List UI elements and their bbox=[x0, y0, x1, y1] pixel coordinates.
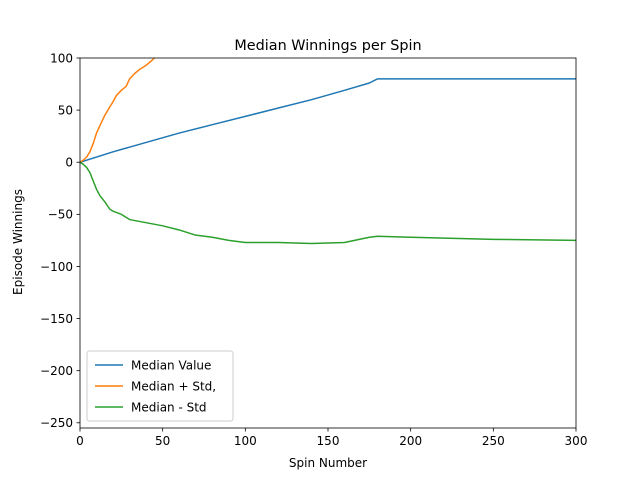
x-tick-label: 50 bbox=[155, 434, 170, 448]
y-tick-label: 50 bbox=[58, 103, 73, 117]
y-tick-label: −200 bbox=[40, 364, 73, 378]
x-tick-label: 0 bbox=[76, 434, 84, 448]
y-tick-label: −250 bbox=[40, 416, 73, 430]
x-tick-label: 100 bbox=[234, 434, 257, 448]
x-tick-label: 150 bbox=[317, 434, 340, 448]
y-axis-label: Episode Winnings bbox=[11, 189, 25, 295]
y-tick-label: 0 bbox=[65, 156, 73, 170]
y-tick-label: −50 bbox=[48, 208, 73, 222]
legend-label: Median Value bbox=[131, 358, 211, 372]
x-axis-label: Spin Number bbox=[289, 456, 367, 470]
x-tick-label: 300 bbox=[565, 434, 588, 448]
legend-box bbox=[86, 350, 234, 422]
axis-ticks: 0 50 100 150 200 250 300 100 50 0 −50 −100 −150 −200 −… bbox=[40, 51, 587, 448]
legend: Median Value Median + Std, Median - Std bbox=[86, 350, 234, 422]
series-line-2 bbox=[80, 58, 155, 163]
series-line-3 bbox=[80, 161, 576, 245]
legend-label: Median + Std, bbox=[131, 379, 216, 393]
y-tick-label: −100 bbox=[40, 260, 73, 274]
x-tick-label: 200 bbox=[399, 434, 422, 448]
chart-title: Median Winnings per Spin bbox=[234, 38, 421, 54]
legend-label: Median - Std bbox=[131, 400, 207, 414]
x-tick-label: 250 bbox=[482, 434, 505, 448]
series-line-1 bbox=[80, 78, 576, 163]
y-tick-label: −150 bbox=[40, 312, 73, 326]
y-tick-label: 100 bbox=[50, 51, 73, 65]
